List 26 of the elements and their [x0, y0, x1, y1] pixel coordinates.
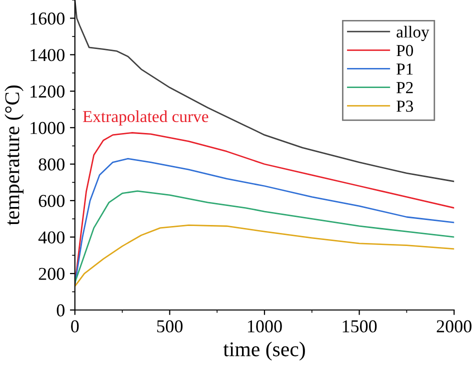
x-tick-label: 500 — [157, 320, 183, 332]
line-series — [74, 190, 454, 284]
line-series — [74, 0, 454, 182]
annotation: Extrapolated curve — [82, 110, 208, 126]
y-tick-label: 1000 — [30, 122, 64, 134]
y-axis-title: temperature (°C) — [4, 86, 24, 226]
y-tick-label: 200 — [38, 268, 64, 280]
legend-label: P2 — [396, 82, 413, 94]
y-tick-label: 1600 — [30, 12, 64, 25]
line-series — [74, 158, 454, 286]
legend-label: P3 — [396, 100, 414, 112]
x-tick-label: 0 — [71, 320, 79, 332]
legend-label: alloy — [396, 26, 430, 41]
x-tick-label: 1500 — [342, 320, 377, 332]
y-tick-label: 600 — [38, 194, 64, 208]
y-tick-label: 800 — [38, 158, 64, 171]
x-tick-label: 2000 — [436, 320, 472, 332]
y-tick-label: 1400 — [30, 48, 64, 62]
x-axis-title: time (sec) — [223, 342, 305, 361]
y-tick-label: 400 — [38, 231, 64, 244]
y-tick-label: 1200 — [30, 85, 64, 98]
line-series — [74, 224, 454, 287]
y-tick-label: 0 — [56, 304, 64, 316]
x-tick-label: 1000 — [248, 320, 282, 332]
legend-label: P0 — [396, 44, 414, 56]
legend-label: P1 — [396, 64, 413, 75]
